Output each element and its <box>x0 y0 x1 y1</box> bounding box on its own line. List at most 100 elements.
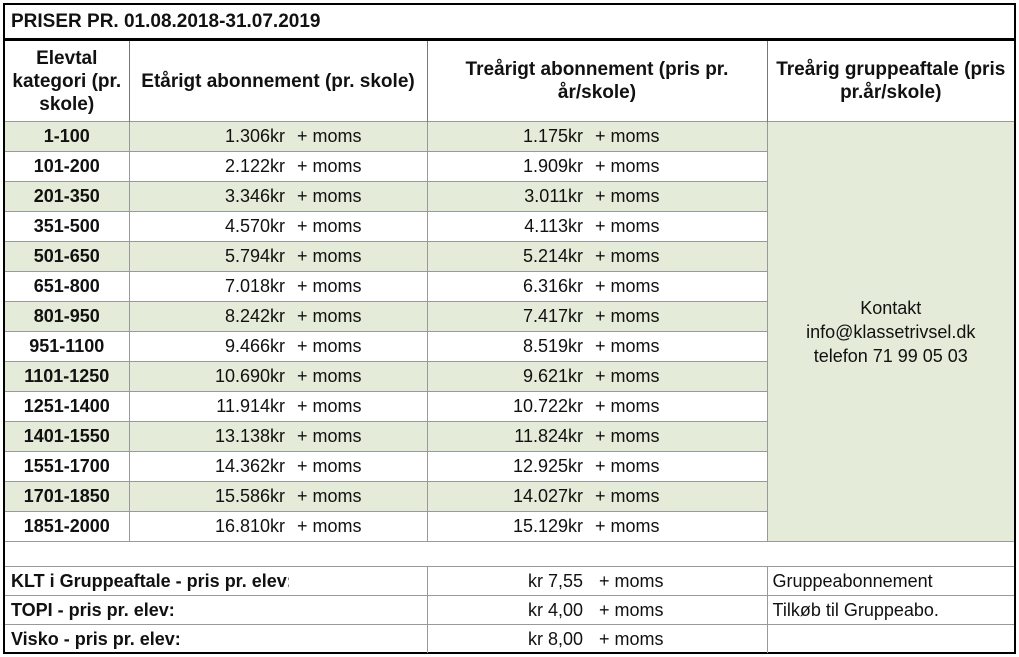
category-cell: 351-500 <box>5 211 130 242</box>
one-year-moms: + moms <box>289 121 428 152</box>
footer-label: Visko - pris pr. elev: <box>5 624 289 653</box>
three-year-moms: + moms <box>587 451 768 482</box>
contact-cell: Kontakt info@klassetrivsel.dk telefon 71 9… <box>767 121 1015 542</box>
three-year-moms: + moms <box>587 121 768 152</box>
table-row: 1851-2000 16.810kr + moms 15.129kr + moms <box>5 511 1014 542</box>
price-rows: 1-100 1.306kr + moms 1.175kr + moms Kontakt in… <box>5 121 1015 542</box>
one-year-moms: + moms <box>289 181 428 212</box>
one-year-moms: + moms <box>289 271 428 302</box>
three-year-price: 9.621kr <box>427 361 587 392</box>
one-year-moms: + moms <box>289 421 428 452</box>
footer-value: kr 4,00 <box>427 595 587 625</box>
three-year-price: 7.417kr <box>427 301 587 332</box>
footer-row: KLT i Gruppeaftale - pris pr. elev: kr 7,… <box>5 566 1015 596</box>
spacer-row <box>5 541 1015 567</box>
page-title: PRISER PR. 01.08.2018-31.07.2019 <box>5 5 1015 41</box>
three-year-moms: + moms <box>587 211 768 242</box>
footer-moms: + moms <box>587 595 768 625</box>
footer-label: KLT i Gruppeaftale - pris pr. elev: <box>5 566 289 596</box>
three-year-moms: + moms <box>587 331 768 362</box>
three-year-moms: + moms <box>587 151 768 182</box>
table-row: 651-800 7.018kr + moms 6.316kr + moms <box>5 271 1014 302</box>
three-year-moms: + moms <box>587 421 768 452</box>
header-group-agreement: Treårig gruppeaftale (pris pr.år/skole) <box>776 59 1006 103</box>
footer-note <box>767 624 1015 653</box>
three-year-price: 10.722kr <box>427 391 587 422</box>
three-year-moms: + moms <box>587 271 768 302</box>
three-year-price: 1.909kr <box>427 151 587 182</box>
footer-row: Visko - pris pr. elev: kr 8,00 + moms <box>5 624 1015 653</box>
three-year-price: 4.113kr <box>427 211 587 242</box>
one-year-price: 14.362kr <box>129 451 289 482</box>
three-year-price: 6.316kr <box>427 271 587 302</box>
category-cell: 101-200 <box>5 151 130 182</box>
table-row: 1251-1400 11.914kr + moms 10.722kr + moms <box>5 391 1014 422</box>
header-row: Elevtal kategori (pr. skole) Etårigt abo… <box>5 39 1014 122</box>
contact-line3: telefon 71 99 05 03 <box>813 345 968 366</box>
table-row: 1101-1250 10.690kr + moms 9.621kr + moms <box>5 361 1014 392</box>
one-year-price: 9.466kr <box>129 331 289 362</box>
contact-line2[interactable]: info@klassetrivsel.dk <box>806 321 976 342</box>
three-year-moms: + moms <box>587 361 768 392</box>
table-row: 1-100 1.306kr + moms 1.175kr + moms Kontakt in… <box>5 121 1015 542</box>
three-year-price: 12.925kr <box>427 451 587 482</box>
footer-value: kr 7,55 <box>427 566 587 596</box>
three-year-moms: + moms <box>587 511 768 542</box>
one-year-price: 10.690kr <box>129 361 289 392</box>
footer-empty <box>289 566 428 596</box>
table-row: 1551-1700 14.362kr + moms 12.925kr + moms <box>5 451 1014 482</box>
three-year-price: 3.011kr <box>427 181 587 212</box>
header-three-year: Treårigt abonnement (pris pr. år/skole) <box>427 39 768 122</box>
table-row: 1701-1850 15.586kr + moms 14.027kr + moms <box>5 481 1014 512</box>
category-cell: 1-100 <box>5 121 130 152</box>
table-row: 501-650 5.794kr + moms 5.214kr + moms <box>5 241 1014 272</box>
one-year-price: 3.346kr <box>129 181 289 212</box>
one-year-moms: + moms <box>289 481 428 512</box>
three-year-moms: + moms <box>587 481 768 512</box>
table-row: 101-200 2.122kr + moms 1.909kr + moms <box>5 151 1014 182</box>
category-cell: 1551-1700 <box>5 451 130 482</box>
three-year-price: 11.824kr <box>427 421 587 452</box>
contact-line1: Kontakt <box>860 297 922 318</box>
three-year-moms: + moms <box>587 301 768 332</box>
three-year-price: 8.519kr <box>427 331 587 362</box>
one-year-price: 2.122kr <box>129 151 289 182</box>
price-table: PRISER PR. 01.08.2018-31.07.2019 Elevtal… <box>5 5 1015 653</box>
table-row: 951-1100 9.466kr + moms 8.519kr + moms <box>5 331 1014 362</box>
three-year-price: 1.175kr <box>427 121 587 152</box>
category-cell: 801-950 <box>5 301 130 332</box>
footer-note: Gruppeabonnement <box>767 566 1015 596</box>
table-row: 351-500 4.570kr + moms 4.113kr + moms <box>5 211 1014 242</box>
price-sheet: PRISER PR. 01.08.2018-31.07.2019 Elevtal… <box>3 3 1016 654</box>
footer-rows: KLT i Gruppeaftale - pris pr. elev: kr 7,… <box>5 566 1015 653</box>
footer-moms: + moms <box>587 566 768 596</box>
footer-label: TOPI - pris pr. elev: <box>5 595 289 625</box>
one-year-price: 1.306kr <box>129 121 289 152</box>
category-cell: 951-1100 <box>5 331 130 362</box>
three-year-price: 5.214kr <box>427 241 587 272</box>
one-year-moms: + moms <box>289 511 428 542</box>
one-year-moms: + moms <box>289 301 428 332</box>
one-year-moms: + moms <box>289 361 428 392</box>
one-year-price: 11.914kr <box>129 391 289 422</box>
one-year-price: 7.018kr <box>129 271 289 302</box>
category-cell: 1701-1850 <box>5 481 130 512</box>
table-row: 801-950 8.242kr + moms 7.417kr + moms <box>5 301 1014 332</box>
footer-note: Tilkøb til Gruppeabo. <box>767 595 1015 625</box>
three-year-moms: + moms <box>587 391 768 422</box>
category-cell: 1851-2000 <box>5 511 130 542</box>
one-year-price: 4.570kr <box>129 211 289 242</box>
footer-moms: + moms <box>587 624 768 653</box>
one-year-moms: + moms <box>289 391 428 422</box>
category-cell: 501-650 <box>5 241 130 272</box>
footer-row: TOPI - pris pr. elev: kr 4,00 + moms Tilkøb… <box>5 595 1015 625</box>
one-year-price: 5.794kr <box>129 241 289 272</box>
one-year-moms: + moms <box>289 151 428 182</box>
one-year-moms: + moms <box>289 331 428 362</box>
three-year-moms: + moms <box>587 181 768 212</box>
footer-value: kr 8,00 <box>427 624 587 653</box>
footer-empty <box>289 595 428 625</box>
one-year-moms: + moms <box>289 241 428 272</box>
one-year-moms: + moms <box>289 451 428 482</box>
three-year-price: 14.027kr <box>427 481 587 512</box>
